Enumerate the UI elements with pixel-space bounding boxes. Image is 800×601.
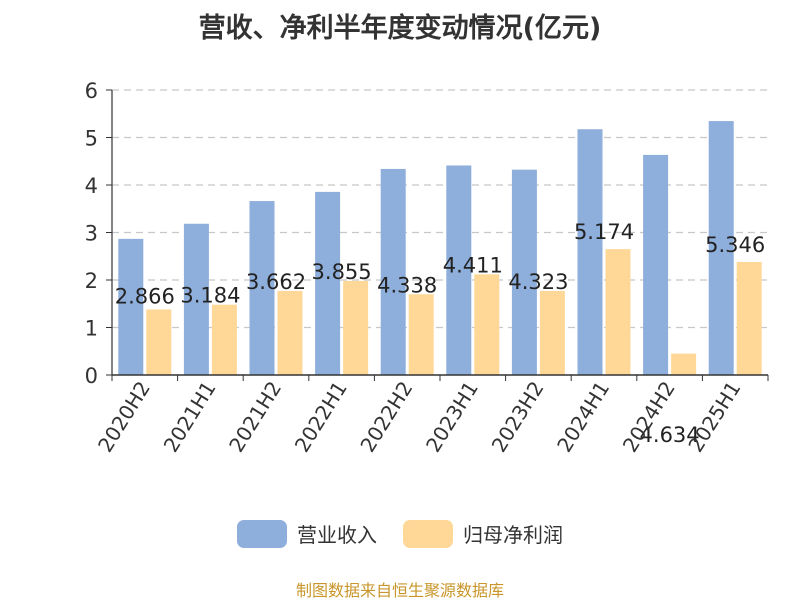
data-label-2024H2: 4.634 xyxy=(640,423,700,447)
x-tick-label-2021H2: 2021H2 xyxy=(224,377,286,456)
chart-title: 营收、净利半年度变动情况(亿元) xyxy=(198,13,602,44)
x-tick-label-2024H1: 2024H1 xyxy=(552,377,614,456)
y-tick-label-1: 1 xyxy=(85,317,98,341)
data-label-2023H2: 4.323 xyxy=(508,270,568,294)
data-label-2024H1: 5.174 xyxy=(574,220,634,244)
source-note: 制图数据来自恒生聚源数据库 xyxy=(295,581,504,600)
bar-revenue-2021H1 xyxy=(183,223,209,375)
bar-revenue-2024H1 xyxy=(577,129,603,375)
bar-net-profit-2021H1 xyxy=(211,304,237,375)
data-label-2025H1: 5.346 xyxy=(705,233,765,257)
y-tick-label-0: 0 xyxy=(85,364,98,388)
bar-net-profit-2023H1 xyxy=(474,274,500,375)
data-label-2022H2: 4.338 xyxy=(377,273,437,297)
x-tick-label-2022H2: 2022H2 xyxy=(355,377,417,456)
bar-revenue-2021H2 xyxy=(249,201,275,375)
y-tick-label-3: 3 xyxy=(85,222,98,246)
bar-net-profit-2025H1 xyxy=(736,261,762,375)
legend-label-revenue: 营业收入 xyxy=(297,523,377,547)
x-tick-label-2023H1: 2023H1 xyxy=(421,377,483,456)
data-label-2023H1: 4.411 xyxy=(443,253,503,277)
data-label-2020H2: 2.866 xyxy=(115,284,175,308)
x-tick-label-2025H1: 2025H1 xyxy=(683,377,745,456)
bars xyxy=(118,121,762,375)
x-tick-label-2023H2: 2023H2 xyxy=(487,377,549,456)
bar-revenue-2022H2 xyxy=(380,168,406,375)
legend-label-net-profit: 归母净利润 xyxy=(463,523,563,547)
bar-net-profit-2022H1 xyxy=(343,280,369,375)
y-tick-label-4: 4 xyxy=(85,174,98,198)
bar-revenue-2023H2 xyxy=(511,169,537,375)
legend: 营业收入 归母净利润 xyxy=(0,519,800,548)
data-label-2021H1: 3.184 xyxy=(180,284,240,308)
legend-swatch-net-profit xyxy=(403,519,453,548)
x-tick-label-2020H2: 2020H2 xyxy=(93,377,155,456)
bar-revenue-2025H1 xyxy=(708,121,734,375)
bar-net-profit-2023H2 xyxy=(539,290,565,375)
legend-swatch-revenue xyxy=(237,519,287,548)
x-tick-label-2022H1: 2022H1 xyxy=(290,377,352,456)
data-label-2021H2: 3.662 xyxy=(246,270,306,294)
legend-item-net-profit[interactable]: 归母净利润 xyxy=(403,519,563,548)
data-label-2022H1: 3.855 xyxy=(312,260,372,284)
y-tick-label-5: 5 xyxy=(85,127,98,151)
bar-revenue-2024H2 xyxy=(643,154,669,375)
bar-net-profit-2022H2 xyxy=(408,294,434,375)
bar-revenue-2022H1 xyxy=(315,191,341,375)
bar-net-profit-2024H2 xyxy=(671,353,697,375)
bar-revenue-2020H2 xyxy=(118,238,144,375)
x-tick-label-2021H1: 2021H1 xyxy=(159,377,221,456)
bar-net-profit-2024H1 xyxy=(605,249,631,375)
bar-net-profit-2021H2 xyxy=(277,290,303,375)
bar-net-profit-2020H2 xyxy=(146,309,172,375)
bar-revenue-2023H1 xyxy=(446,165,472,375)
legend-item-revenue[interactable]: 营业收入 xyxy=(237,519,377,548)
y-tick-label-6: 6 xyxy=(85,79,98,103)
y-tick-label-2: 2 xyxy=(85,269,98,293)
